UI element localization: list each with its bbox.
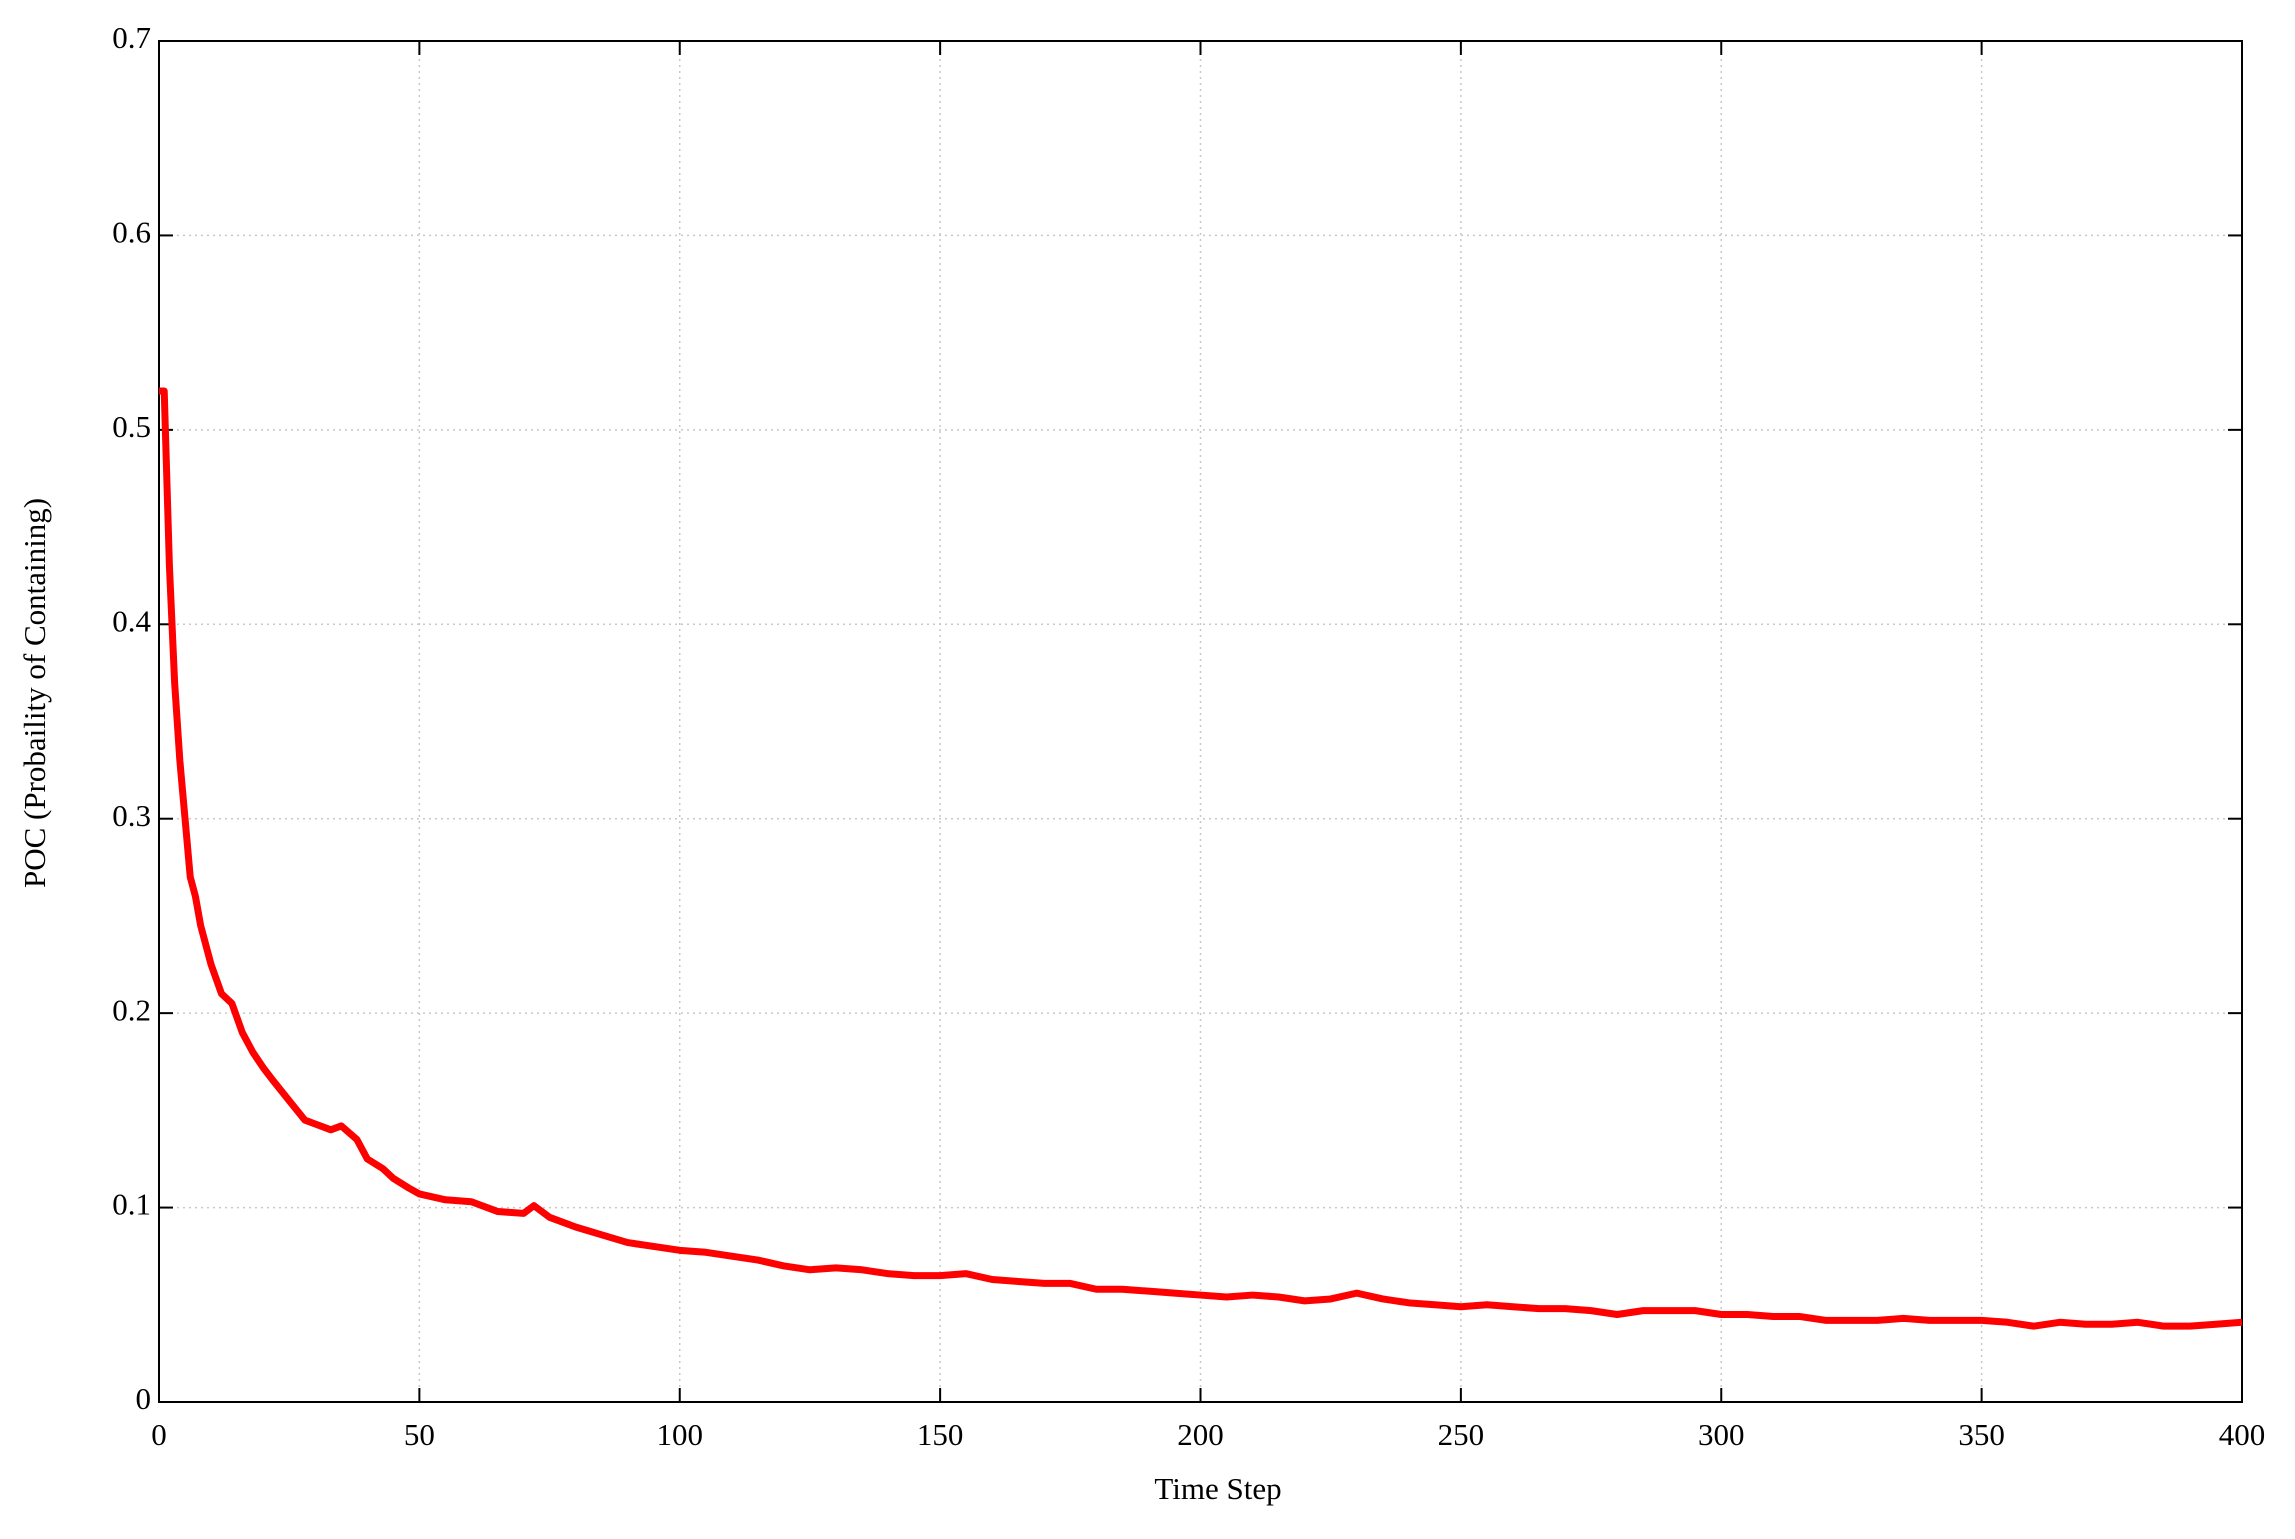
x-tick-label: 250 bbox=[1438, 1417, 1485, 1452]
x-tick-label: 100 bbox=[657, 1417, 704, 1452]
x-axis-label: Time Step bbox=[1154, 1471, 1281, 1506]
y-tick-label: 0.4 bbox=[112, 603, 151, 638]
y-tick-label: 0.7 bbox=[112, 20, 151, 55]
x-tick-label: 350 bbox=[1958, 1417, 2005, 1452]
y-tick-label: 0.5 bbox=[112, 409, 151, 444]
x-tick-label: 400 bbox=[2219, 1417, 2266, 1452]
y-tick-label: 0.6 bbox=[112, 215, 151, 250]
plot-frame bbox=[158, 40, 2243, 1403]
y-tick-label: 0.1 bbox=[112, 1187, 151, 1222]
x-tick-label: 300 bbox=[1698, 1417, 1745, 1452]
y-axis-label: POC (Probaility of Containing) bbox=[17, 498, 52, 888]
x-tick-label: 150 bbox=[917, 1417, 964, 1452]
y-tick-label: 0.3 bbox=[112, 798, 151, 833]
x-tick-label: 0 bbox=[151, 1417, 167, 1452]
x-tick-label: 200 bbox=[1177, 1417, 1224, 1452]
data-line bbox=[159, 387, 2243, 1330]
y-tick-label: 0.2 bbox=[112, 992, 151, 1027]
x-tick-label: 50 bbox=[404, 1417, 435, 1452]
y-tick-label: 0 bbox=[136, 1381, 152, 1416]
